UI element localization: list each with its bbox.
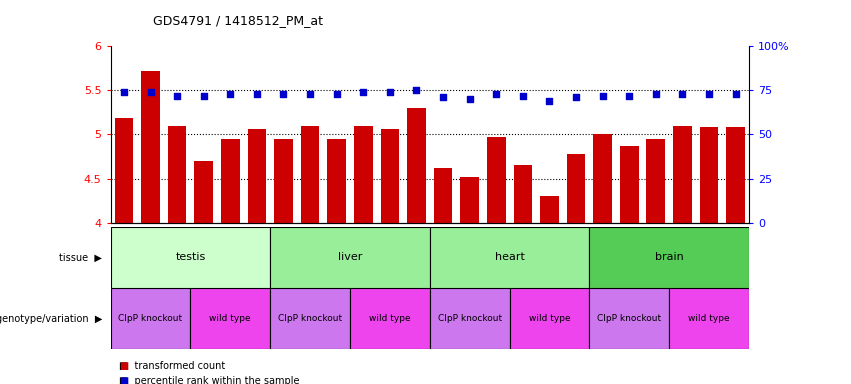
Bar <box>589 227 749 288</box>
Bar <box>380 129 399 223</box>
Bar <box>460 177 479 223</box>
Text: testis: testis <box>175 252 206 262</box>
Bar <box>430 227 589 288</box>
Point <box>303 91 317 97</box>
Point <box>676 91 689 97</box>
Text: ■  transformed count: ■ transformed count <box>119 361 226 371</box>
Point <box>330 91 344 97</box>
Text: genotype/variation  ▶: genotype/variation ▶ <box>0 314 102 324</box>
Bar <box>271 227 430 288</box>
Bar <box>407 108 426 223</box>
Point <box>197 93 210 99</box>
Bar <box>487 137 505 223</box>
Bar <box>191 288 271 349</box>
Bar <box>700 127 718 223</box>
Text: ClpP knockout: ClpP knockout <box>278 314 342 323</box>
Bar <box>111 227 271 288</box>
Bar <box>221 139 240 223</box>
Text: ClpP knockout: ClpP knockout <box>437 314 502 323</box>
Point <box>437 94 450 100</box>
Bar <box>434 168 453 223</box>
Bar <box>673 126 692 223</box>
Bar <box>510 288 589 349</box>
Point <box>170 93 184 99</box>
Bar <box>354 126 373 223</box>
Text: wild type: wild type <box>688 314 730 323</box>
Bar <box>647 139 665 223</box>
Bar <box>168 126 186 223</box>
Bar <box>726 127 745 223</box>
Text: wild type: wild type <box>209 314 251 323</box>
Bar <box>540 196 559 223</box>
Point <box>117 89 131 95</box>
Point <box>383 89 397 95</box>
Text: brain: brain <box>654 252 683 262</box>
Text: ClpP knockout: ClpP knockout <box>118 314 183 323</box>
Bar <box>271 288 350 349</box>
Text: wild type: wild type <box>528 314 570 323</box>
Bar <box>248 129 266 223</box>
Point <box>409 87 423 93</box>
Bar <box>350 288 430 349</box>
Point <box>728 91 742 97</box>
Point <box>569 94 583 100</box>
Bar <box>513 165 532 223</box>
Bar <box>430 288 510 349</box>
Text: GDS4791 / 1418512_PM_at: GDS4791 / 1418512_PM_at <box>153 14 323 27</box>
Text: liver: liver <box>338 252 363 262</box>
Bar <box>274 139 293 223</box>
Text: ClpP knockout: ClpP knockout <box>597 314 661 323</box>
Point <box>516 93 529 99</box>
Text: ■: ■ <box>119 361 129 371</box>
Point <box>250 91 264 97</box>
Bar <box>589 288 669 349</box>
Text: ■: ■ <box>119 376 129 384</box>
Point <box>649 91 663 97</box>
Point <box>702 91 716 97</box>
Bar <box>300 126 319 223</box>
Bar <box>328 139 346 223</box>
Point <box>489 91 503 97</box>
Text: ■  percentile rank within the sample: ■ percentile rank within the sample <box>119 376 300 384</box>
Text: wild type: wild type <box>369 314 411 323</box>
Point <box>144 89 157 95</box>
Bar <box>620 146 638 223</box>
Point <box>596 93 609 99</box>
Point <box>622 93 636 99</box>
Point <box>357 89 370 95</box>
Point <box>277 91 290 97</box>
Bar <box>669 288 749 349</box>
Bar <box>567 154 585 223</box>
Bar <box>194 161 213 223</box>
Point <box>543 98 557 104</box>
Point <box>463 96 477 102</box>
Bar <box>141 71 160 223</box>
Bar <box>111 288 191 349</box>
Text: tissue  ▶: tissue ▶ <box>60 252 102 262</box>
Bar <box>115 118 134 223</box>
Bar <box>593 134 612 223</box>
Text: heart: heart <box>494 252 524 262</box>
Point <box>224 91 237 97</box>
